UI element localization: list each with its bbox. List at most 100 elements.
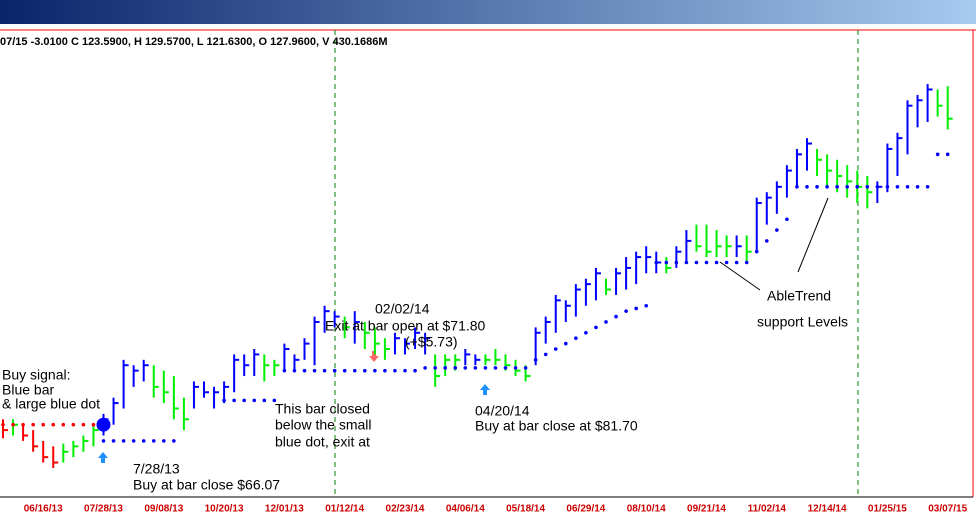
support-dot [624,309,628,313]
annotation: Buy at bar close at $81.70 [475,418,638,434]
support-dot [363,368,367,373]
support-dot [795,185,799,189]
support-dot [644,303,648,308]
support-dot [232,398,236,403]
support-dot [292,368,297,373]
buy-arrow [98,452,108,463]
support-dot [101,439,106,443]
support-dot [41,422,45,427]
support-dot [533,358,538,362]
x-tick-label: 08/10/14 [627,504,666,515]
support-dot [614,314,618,319]
support-dot [11,422,15,427]
support-dot [895,185,900,189]
support-dot [785,217,789,222]
support-dot [332,368,337,373]
support-dot [141,439,146,443]
support-dot [403,368,407,373]
support-dot [855,185,860,189]
annotation: below the small [275,417,372,433]
support-dot [162,439,166,443]
x-tick-label: 10/20/13 [205,504,244,515]
support-dot [885,185,890,189]
support-dot [111,439,116,443]
pointer-line [797,197,829,273]
support-dot [393,368,397,373]
support-dot [925,185,930,189]
support-dot [433,366,437,370]
support-dot [805,185,809,189]
annotation: support Levels [757,314,848,330]
x-tick-label: 07/28/13 [84,504,123,515]
support-dot [564,341,568,346]
support-dot [865,185,870,189]
title-bar [0,0,976,24]
support-dot [383,368,387,373]
support-dot [71,422,76,427]
pointer-line [719,261,761,291]
support-dot [373,368,377,373]
support-dot [252,398,257,403]
x-tick-label: 11/02/14 [748,504,787,515]
support-dot [342,368,347,373]
annotation: Blue bar [2,382,54,398]
x-tick-label: 09/21/14 [687,504,726,515]
support-dot [935,152,940,157]
support-dot [312,368,317,373]
support-dot [915,185,920,189]
support-dot [513,366,518,370]
support-dot [523,366,528,370]
support-dot [151,439,156,443]
support-dot [172,439,176,443]
x-tick-label: 05/18/14 [506,504,545,515]
support-dot [584,330,588,335]
support-dot [61,422,66,427]
support-dot [845,185,849,189]
support-dot [574,336,578,340]
x-tick-label: 02/23/14 [386,504,425,515]
support-dot [754,249,759,254]
support-dot [302,368,307,373]
support-dot [1,422,5,427]
support-dot [91,422,96,427]
x-tick-label: 01/12/14 [325,504,364,515]
signal-dot [96,417,111,432]
support-dot [262,398,267,403]
support-dot [714,260,719,265]
support-dot [744,260,749,265]
support-dot [413,368,417,373]
support-dot [282,368,287,373]
sell-arrow [369,351,379,362]
support-dot [81,422,86,427]
support-dot [443,366,448,370]
support-dot [51,422,56,427]
support-dot [724,260,729,265]
annotation: This bar closed [275,401,370,417]
support-dot [945,152,950,157]
support-dot [543,352,548,357]
support-dot [21,422,25,427]
info-line: 07/15 -3.0100 C 123.5900, H 129.5700, L … [0,36,388,48]
annotation: 7/28/13 [133,461,180,477]
support-dot [875,185,880,189]
support-dot [815,185,819,189]
support-dot [704,260,709,265]
annotation: Buy signal: [2,367,70,383]
support-dot [242,398,246,403]
support-dot [734,260,739,265]
support-dot [674,260,679,265]
support-dot [131,439,136,443]
annotation: 04/20/14 [475,403,530,419]
support-dot [423,366,427,370]
support-dot [825,185,829,189]
annotation: (+$5.73) [405,334,458,350]
x-tick-label: 06/29/14 [566,504,605,515]
support-dot [453,366,458,370]
support-dot [553,347,558,351]
annotation: Buy at bar close $66.07 [133,477,280,493]
support-dot [503,366,508,370]
annotation: & large blue dot [2,396,100,412]
x-tick-label: 12/01/13 [265,504,304,515]
support-dot [473,366,478,370]
